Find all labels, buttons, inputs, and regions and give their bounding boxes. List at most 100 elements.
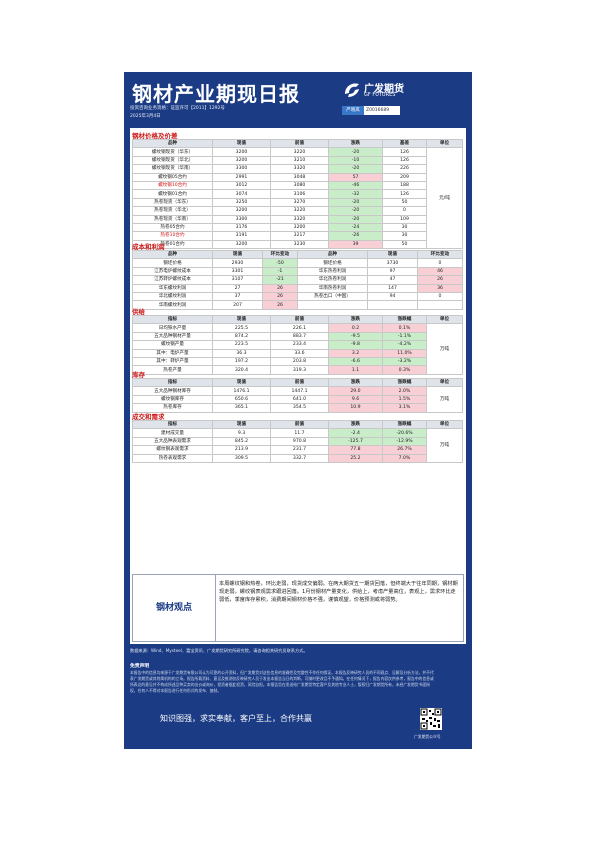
table-cell: 231.7 bbox=[270, 445, 329, 455]
table-row: 螺纹钢10合约 3012 3080 -46 188 bbox=[132, 180, 463, 191]
section-title-cost: 成本和利润 bbox=[132, 243, 165, 251]
disclaimer-text: 本报告中的信息均来源于广发期货有限公司认为可靠的公开资料，但广发期货对这些信息的… bbox=[130, 670, 434, 693]
table-cell: 354.5 bbox=[270, 403, 329, 413]
row-label: 建材成交量 bbox=[132, 428, 213, 438]
table-row: 五大品种钢材产量 874.2 883.7 -9.5 -1.1% bbox=[132, 331, 463, 342]
table-row: 热卷现货（华东） 3250 3270 -20 50 bbox=[132, 197, 463, 208]
column-header: 涨跌 bbox=[328, 138, 383, 149]
table-cell bbox=[417, 300, 463, 310]
report-card: 钢材产业期现日报 投资咨询业务资格：证监许可【2011】1292号 2025年3… bbox=[124, 72, 472, 749]
table-cell: 3.2 bbox=[328, 348, 383, 358]
table-row: 螺纹钢现货（华北） 3200 3210 -10 126 bbox=[132, 155, 463, 166]
table-cell: 3220 bbox=[270, 147, 329, 157]
table-cell: 309.5 bbox=[212, 453, 271, 463]
table-cell: -20.6% bbox=[382, 428, 427, 438]
column-header: 前值 bbox=[270, 138, 329, 149]
table-cell: 3200 bbox=[212, 206, 271, 216]
row-label: 螺纹钢产量 bbox=[132, 340, 213, 350]
table-cell: 3200 bbox=[212, 155, 271, 166]
table-cell: 126 bbox=[382, 147, 427, 157]
table-cell: 641.0 bbox=[270, 394, 329, 405]
column-header: 前值 bbox=[270, 377, 329, 388]
row-label: 螺纹钢01合约 bbox=[132, 189, 213, 199]
table-row: 江苏电炉螺纹成本 3301 -1 华东热卷利润 97 46 bbox=[132, 266, 463, 277]
supply-table: 指标 现值 前值 涨跌 涨跌幅 单位 日均铁水产量 225.5 226.1 0.2 0.1% 万吨 五大… bbox=[132, 314, 463, 375]
column-header: 环比变动 bbox=[262, 249, 298, 260]
table-cell: 320.4 bbox=[212, 365, 271, 375]
row-label: 其中：电炉产量 bbox=[132, 348, 213, 358]
table-cell: 97 bbox=[367, 266, 418, 277]
content-panel: 钢材价格及价差 品种 现值 前值 涨跌 基差 单位 螺纹钢现货（华东） 3200 3220 -20… bbox=[130, 128, 466, 644]
table-cell: 33.6 bbox=[270, 348, 329, 358]
table-cell: 209 bbox=[382, 172, 427, 182]
table-cell: 10.9 bbox=[328, 403, 383, 413]
table-cell: 0 bbox=[417, 258, 463, 268]
table-cell: 0 bbox=[382, 206, 427, 216]
table-cell: 874.2 bbox=[212, 331, 271, 342]
table-cell: -32 bbox=[328, 189, 383, 199]
column-header: 品种 bbox=[132, 249, 213, 260]
table-cell: -21 bbox=[262, 275, 298, 285]
table-header-row: 品种 现值 前值 涨跌 基差 单位 bbox=[132, 138, 463, 149]
table-cell: 94 bbox=[367, 291, 418, 302]
table-row: 五大品种钢材库存 1476.1 1447.1 29.0 2.0% 万吨 bbox=[132, 386, 463, 413]
table-header-row: 指标 现值 前值 涨跌 涨跌幅 单位 bbox=[132, 419, 463, 430]
table-cell: 0.2 bbox=[328, 323, 383, 333]
row-label: 热卷现货（华北） bbox=[132, 206, 213, 216]
table-row: 其中：电炉产量 36.3 33.6 3.2 11.0% bbox=[132, 348, 463, 358]
table-row: 其中：转炉产量 197.2 203.8 -6.6 -3.2% bbox=[132, 356, 463, 367]
table-cell: 0.1% bbox=[382, 323, 427, 333]
row-label: 热卷10合约 bbox=[132, 231, 213, 241]
table-cell: 3200 bbox=[270, 222, 329, 233]
table-cell: 77.8 bbox=[328, 445, 383, 455]
row-label: 其中：转炉产量 bbox=[132, 356, 213, 367]
table-row: 华东螺纹利润 27 26 华南热卷利润 147 36 bbox=[132, 283, 463, 293]
table-cell: 47 bbox=[367, 275, 418, 285]
table-cell: 3301 bbox=[212, 266, 263, 277]
column-header: 单位 bbox=[426, 138, 463, 149]
row-label: 日均铁水产量 bbox=[132, 323, 213, 333]
table-row: 五大品种表观需求 845.2 970.8 -125.7 -12.9% bbox=[132, 436, 463, 447]
table-row: 热卷10合约 3191 3217 -26 30 bbox=[132, 231, 463, 241]
table-cell: 3080 bbox=[270, 180, 329, 191]
table-cell: 26 bbox=[262, 300, 298, 310]
column-header: 现值 bbox=[367, 249, 418, 260]
row-label: 热卷现货（华南） bbox=[132, 214, 213, 224]
table-cell: -20 bbox=[328, 214, 383, 224]
table-cell: 3320 bbox=[270, 164, 329, 174]
unit-cell: 万吨 bbox=[426, 386, 463, 413]
table-cell: 3200 bbox=[212, 239, 271, 250]
section-title-demand: 成交和需求 bbox=[132, 413, 165, 421]
table-cell: 11.0% bbox=[382, 348, 427, 358]
table-cell: 29.0 bbox=[328, 386, 383, 396]
row-label: 华南热卷利润 bbox=[297, 283, 368, 293]
unit-cell: 元/吨 bbox=[426, 147, 463, 250]
table-row: 钢坯价格 2930 -50 钢坯价格 3730 0 bbox=[132, 258, 463, 268]
column-header: 单位 bbox=[426, 377, 463, 388]
table-row: 螺纹钢05合约 2991 3048 57 209 bbox=[132, 172, 463, 182]
table-cell: -26 bbox=[328, 231, 383, 241]
column-header: 现值 bbox=[212, 138, 271, 149]
table-cell: -10 bbox=[328, 155, 383, 166]
section-title-price: 钢材价格及价差 bbox=[132, 132, 178, 140]
qr-code[interactable] bbox=[420, 708, 442, 730]
row-label: 螺纹钢现货（华东） bbox=[132, 147, 213, 157]
table-cell: -3.2% bbox=[382, 356, 427, 367]
table-cell: 3250 bbox=[212, 197, 271, 208]
table-header-row: 指标 现值 前值 涨跌 涨跌幅 单位 bbox=[132, 314, 463, 325]
table-row: 热卷表观需求 309.5 332.7 25.2 7.0% bbox=[132, 453, 463, 463]
row-label: 螺纹钢05合约 bbox=[132, 172, 213, 182]
qr-code-icon bbox=[420, 708, 442, 730]
row-label: 五大品种钢材库存 bbox=[132, 386, 213, 396]
qualification-line: 投资咨询业务资格：证监许可【2011】1292号 bbox=[130, 106, 225, 111]
table-cell: 37 bbox=[212, 291, 263, 302]
column-header: 现值 bbox=[212, 249, 263, 260]
table-cell: 332.7 bbox=[270, 453, 329, 463]
row-label: 江苏电炉螺纹成本 bbox=[132, 266, 213, 277]
table-row: 热卷现货（华北） 3200 3220 -20 0 bbox=[132, 206, 463, 216]
table-cell: 7.0% bbox=[382, 453, 427, 463]
table-cell: 3300 bbox=[212, 164, 271, 174]
table-cell: 3217 bbox=[270, 231, 329, 241]
column-header: 前值 bbox=[270, 419, 329, 430]
column-header: 现值 bbox=[212, 419, 271, 430]
